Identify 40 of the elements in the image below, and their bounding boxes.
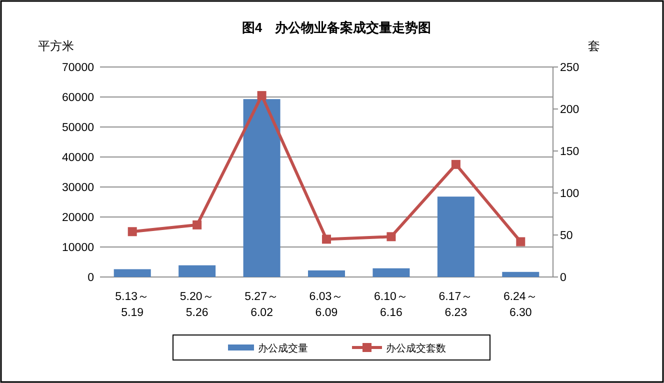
point [516, 237, 526, 246]
point [128, 227, 137, 236]
y-tick-label: 20000 [62, 212, 94, 224]
y2-tick-label: 0 [560, 272, 566, 284]
y-tick-label: 50000 [62, 122, 94, 134]
point [322, 234, 331, 244]
x-tick-label: 5.20～5.26 [180, 291, 214, 319]
y-tick-label: 10000 [62, 242, 94, 254]
legend-label: 办公成交量 [258, 342, 308, 354]
x-tick-label: 5.27～6.02 [244, 291, 279, 319]
y2-tick-label: 150 [560, 146, 580, 158]
bar [372, 268, 410, 277]
point [386, 232, 396, 242]
chart-title: 图4 办公物业备案成交量走势图 [242, 20, 432, 35]
x-tick-label: 6.24～6.30 [503, 291, 538, 319]
x-tick-label: 6.03～6.09 [309, 291, 344, 319]
y-tick-label: 60000 [62, 92, 94, 104]
y-tick-label: 0 [88, 272, 94, 284]
point [451, 160, 460, 169]
x-tick-label: 6.17～6.23 [438, 291, 474, 319]
bar [243, 99, 280, 277]
bar [502, 272, 540, 277]
y-tick-label: 30000 [62, 182, 94, 194]
bar [308, 270, 345, 277]
legend-label: 办公成交套数 [386, 342, 446, 354]
y-tick-label: 40000 [62, 152, 94, 164]
point [257, 91, 266, 100]
y-axis-title: 平方米 [38, 39, 74, 53]
y2-tick-label: 100 [560, 188, 580, 200]
y-tick-label: 70000 [62, 62, 94, 74]
y2-tick-label: 200 [560, 104, 580, 116]
y2-axis-title: 套 [588, 39, 600, 53]
point [192, 220, 202, 230]
y2-tick-label: 250 [560, 62, 580, 74]
bar [178, 265, 216, 277]
bar [114, 269, 151, 277]
y2-tick-label: 50 [560, 230, 573, 242]
x-tick-label: 5.13～5.19 [115, 291, 150, 319]
bar [437, 196, 474, 277]
x-tick-label: 6.10～6.16 [374, 291, 408, 319]
